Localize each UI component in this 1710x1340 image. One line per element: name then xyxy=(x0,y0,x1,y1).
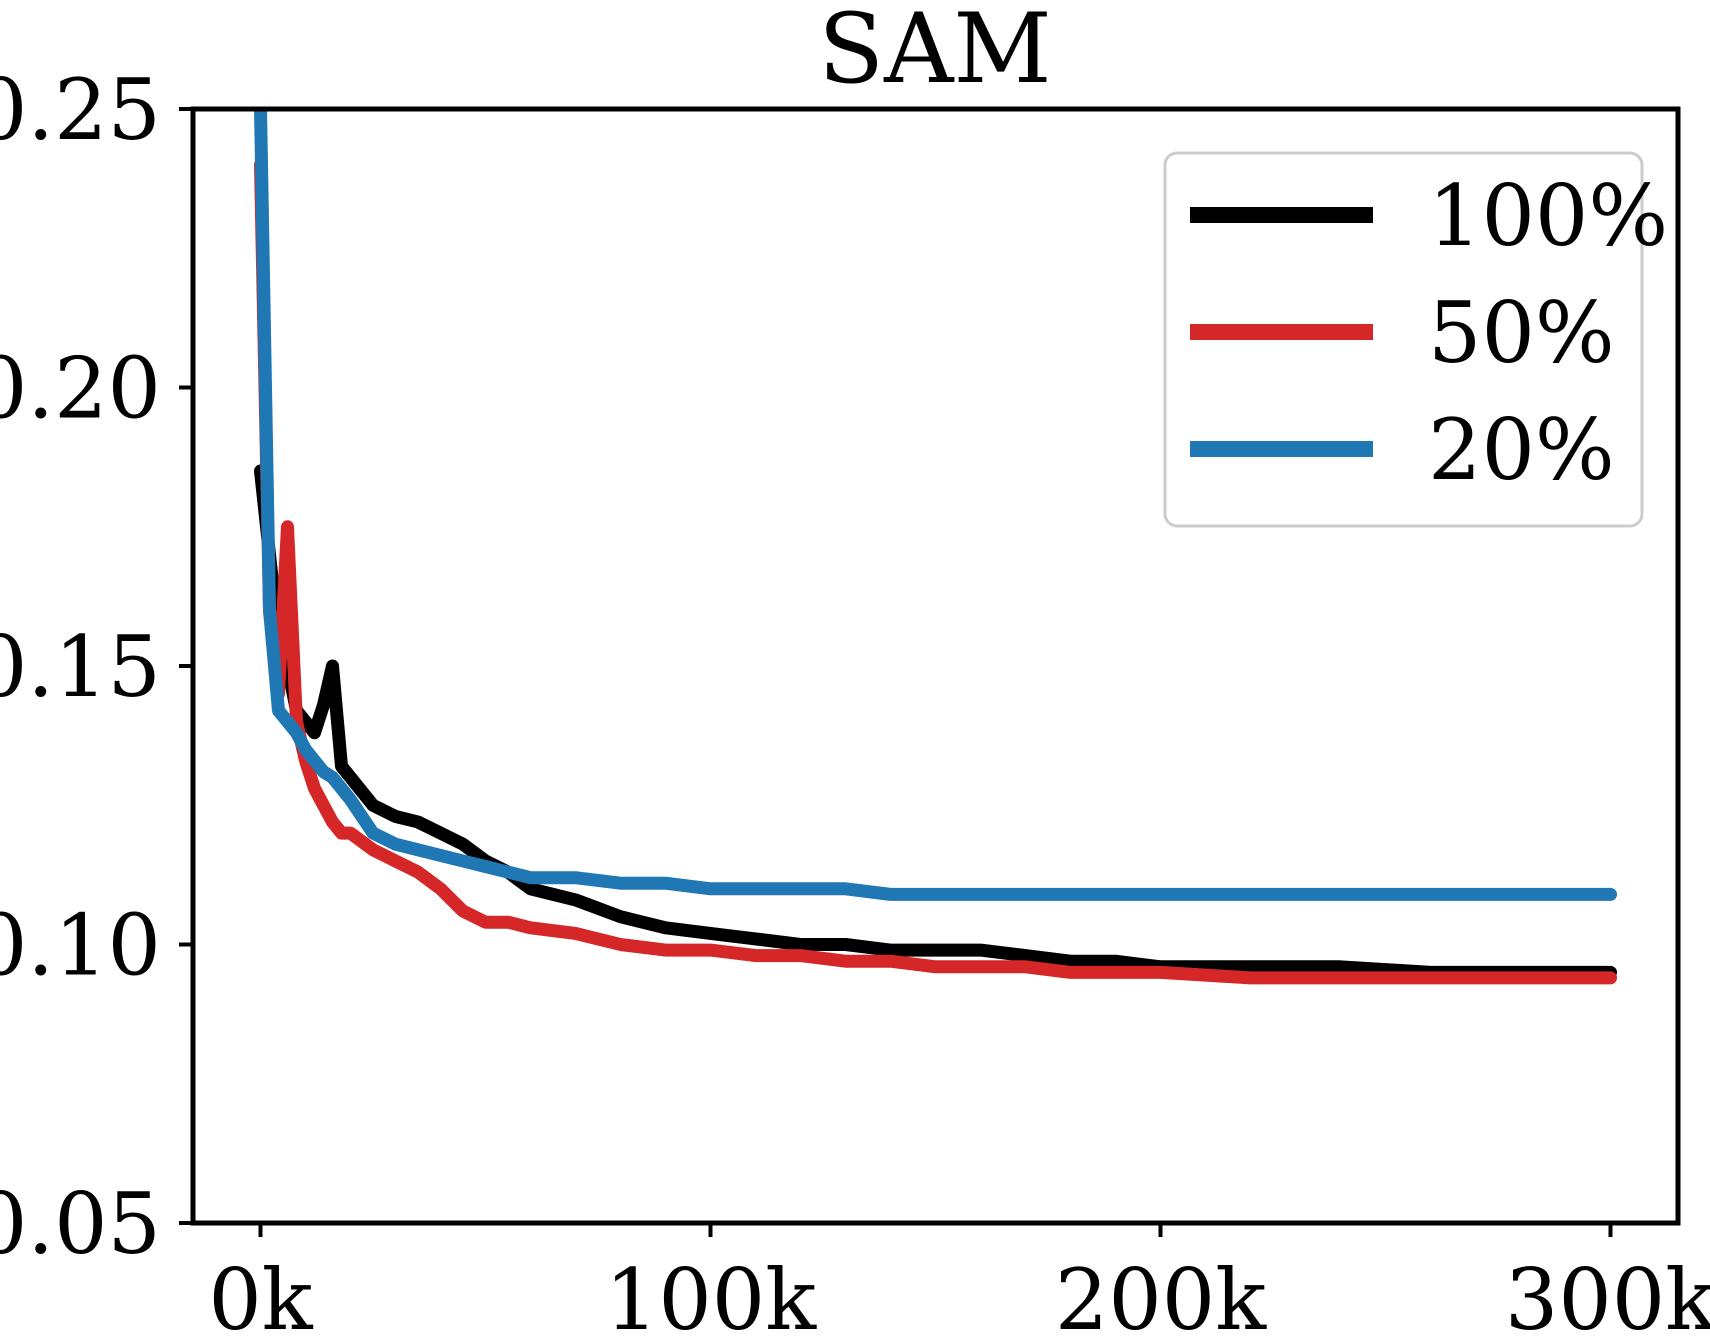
legend-label: 50% xyxy=(1428,284,1615,382)
legend-label: 20% xyxy=(1428,401,1615,499)
x-tick-label: 200k xyxy=(1055,1251,1267,1340)
legend-box xyxy=(1163,151,1644,528)
y-tick-label: 0.20 xyxy=(0,340,161,438)
plot-frame xyxy=(190,106,1681,1226)
x-tick-label: 100k xyxy=(605,1251,817,1340)
ticks-layer: 0k 100k 200k 300k 0.05 0.10 0.15 0.20 0.25 xyxy=(0,61,1710,1340)
series-line-2 xyxy=(254,158,1617,985)
legend-label: 100% xyxy=(1428,167,1668,265)
chart-title: SAM xyxy=(818,0,1051,105)
series-layer xyxy=(254,109,1617,985)
y-tick-label: 0.25 xyxy=(0,61,161,159)
x-tick-label: 0k xyxy=(208,1251,313,1340)
legend: 100% 50% 20% xyxy=(1163,151,1668,528)
x-tick-label: 300k xyxy=(1505,1251,1710,1340)
series-line-1 xyxy=(254,464,1617,979)
y-tick-label: 0.05 xyxy=(0,1175,161,1273)
y-tick-label: 0.10 xyxy=(0,897,161,995)
series-line-3 xyxy=(254,109,1617,901)
y-tick-label: 0.15 xyxy=(0,618,161,716)
